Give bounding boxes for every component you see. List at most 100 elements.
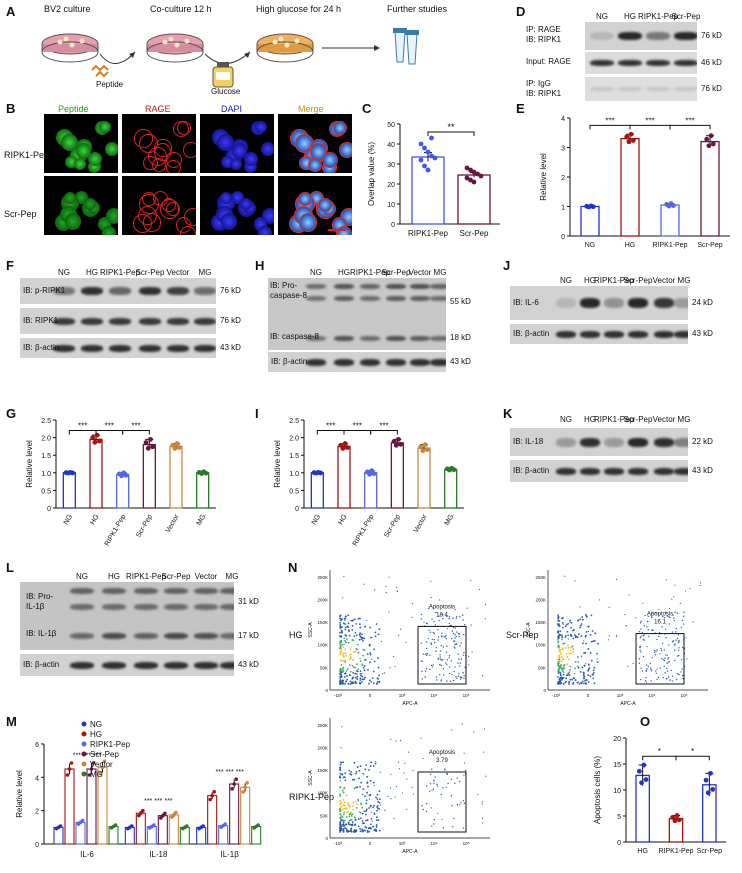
event-dot (446, 773, 448, 776)
data-point (203, 470, 209, 476)
protein-band (628, 330, 648, 338)
event-dot (434, 624, 437, 626)
data-point (703, 777, 709, 783)
event-dot (557, 615, 559, 617)
event-dot (430, 580, 432, 582)
data-point (210, 793, 214, 798)
event-dot (361, 675, 364, 678)
lane-label: RIPK1-Pep (99, 268, 141, 277)
y-tick-label: 150K (317, 768, 328, 773)
event-dot (339, 831, 341, 833)
lane-label: NG (58, 268, 70, 277)
event-dot (559, 664, 562, 667)
event-dot (406, 778, 408, 780)
significance-bracket (642, 755, 677, 761)
protein-band (220, 633, 234, 639)
cell-nucleus (165, 152, 183, 169)
event-dot (342, 819, 345, 822)
event-dot (425, 647, 428, 650)
event-dot (345, 807, 348, 810)
lane-label: NG (560, 276, 572, 285)
event-dot (660, 649, 663, 652)
lane-label: RIPK1-Pep (593, 415, 635, 424)
protein-band (53, 317, 75, 325)
x-tick-label: NG (63, 514, 74, 527)
event-dot (656, 668, 658, 670)
y-tick-label: 30 (387, 162, 395, 169)
lane-label: NG (596, 12, 608, 21)
event-dot (666, 615, 669, 617)
event-dot (378, 674, 381, 677)
cell-nucleus (151, 157, 167, 173)
protein-band (194, 604, 218, 610)
event-dot (348, 804, 350, 807)
event-dot (558, 645, 561, 648)
event-dot (587, 668, 590, 671)
event-dot (577, 667, 580, 669)
event-dot (583, 640, 585, 642)
event-dot (397, 634, 400, 636)
event-dot (369, 823, 372, 826)
event-dot (439, 654, 441, 656)
event-dot (446, 645, 448, 647)
molecular-weight-label: 43 kD (450, 357, 471, 366)
event-dot (360, 817, 362, 820)
event-dot (683, 611, 685, 614)
event-dot (350, 815, 353, 817)
event-dot (344, 652, 347, 655)
protein-band (134, 604, 158, 610)
event-dot (664, 672, 666, 674)
event-dot (649, 662, 652, 665)
protein-band (102, 604, 126, 610)
event-dot (664, 611, 667, 614)
legend-label: RIPK1-Pep (90, 740, 131, 749)
event-dot (680, 671, 682, 673)
event-dot (378, 790, 381, 793)
event-dot (433, 823, 435, 825)
event-dot (392, 655, 395, 658)
event-dot (462, 800, 465, 802)
data-point (628, 131, 634, 137)
event-dot (368, 768, 370, 771)
flow-row-label: RIPK1-Pep (289, 792, 335, 802)
event-dot (341, 683, 343, 685)
blot-row-label: IP: IgG IB: RIPK1 (526, 79, 562, 98)
event-dot (359, 657, 361, 659)
event-dot (564, 647, 567, 649)
protein-band (410, 358, 430, 366)
event-dot (591, 630, 594, 632)
protein-band (654, 437, 674, 447)
event-dot (459, 678, 462, 680)
event-dot (461, 676, 463, 679)
event-dot (452, 632, 455, 635)
event-dot (385, 591, 387, 594)
y-tick-label: 50K (320, 665, 328, 670)
event-dot (345, 794, 348, 797)
data-point (89, 767, 94, 771)
event-dot (561, 621, 564, 624)
event-dot (450, 778, 453, 781)
event-dot (428, 629, 430, 631)
event-dot (563, 642, 566, 645)
y-axis-label: SSC-A (526, 622, 532, 638)
event-dot (647, 629, 649, 631)
data-point (123, 472, 129, 478)
event-dot (584, 634, 587, 637)
event-dot (678, 647, 680, 649)
event-dot (641, 670, 644, 672)
event-dot (456, 631, 458, 633)
protein-band (81, 287, 103, 295)
event-dot (360, 674, 363, 677)
event-dot (457, 662, 459, 664)
event-dot (440, 659, 443, 661)
event-dot (344, 772, 347, 775)
event-dot (354, 819, 357, 821)
event-dot (365, 826, 368, 829)
bar (240, 786, 251, 845)
event-dot (368, 798, 371, 800)
event-dot (375, 623, 378, 625)
y-tick-label: 0 (47, 506, 51, 513)
event-dot (583, 664, 586, 667)
lane-label: Vector (652, 415, 676, 424)
event-dot (344, 779, 347, 782)
